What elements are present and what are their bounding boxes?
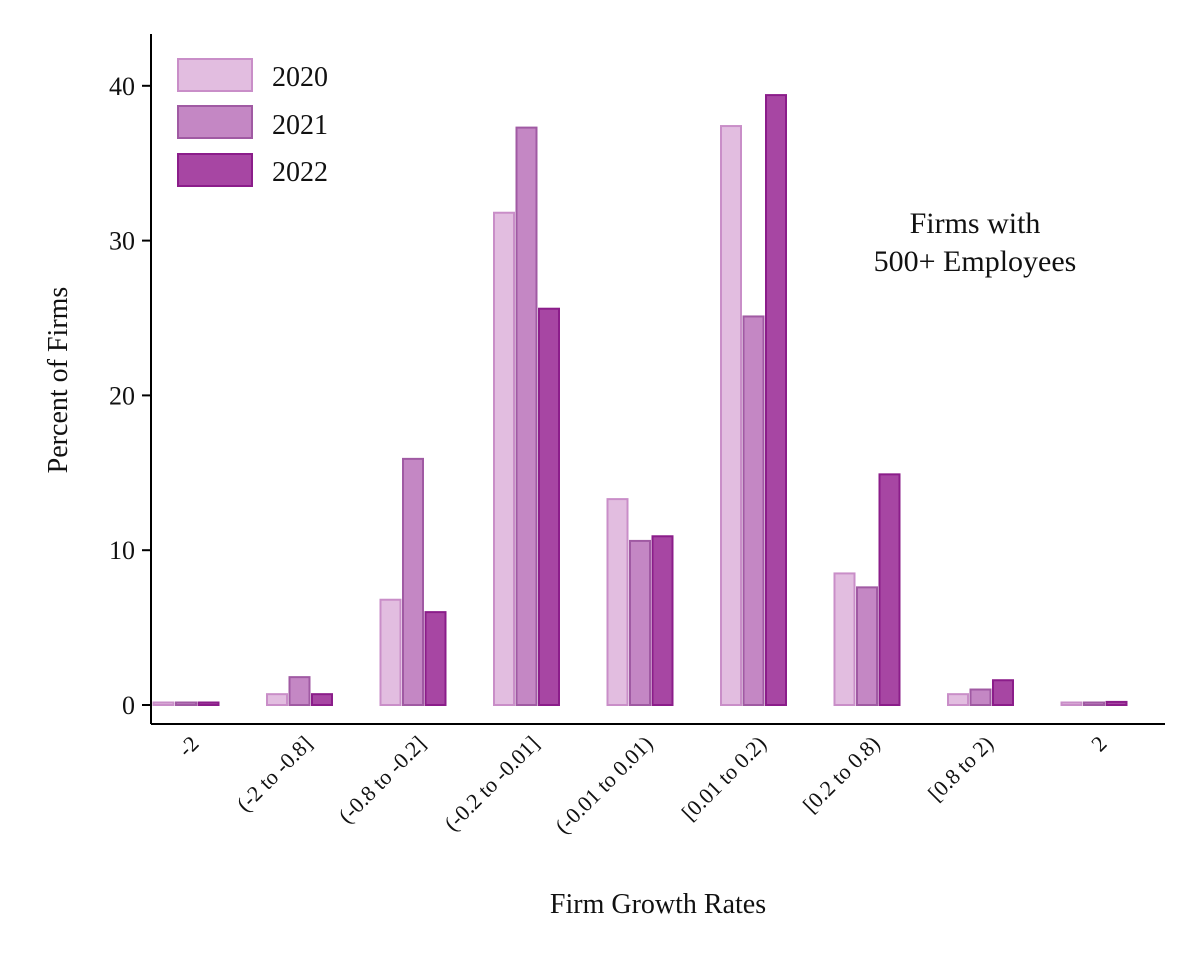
bar-2022-3 [538, 307, 560, 706]
bar-2021-0 [175, 701, 197, 706]
bar-2021-6 [856, 586, 878, 706]
x-category-label: -2 [173, 731, 204, 762]
x-category-label: [0.01 to 0.2) [676, 731, 771, 826]
legend-label-2020: 2020 [272, 62, 328, 93]
bar-2020-5 [720, 125, 742, 707]
x-category-label: (-0.01 to 0.01) [550, 731, 658, 839]
bar-2022-2 [424, 611, 447, 706]
y-tick-label: 40 [109, 72, 135, 101]
x-category-label: (-2 to -0.8] [232, 731, 318, 817]
bar-2021-7 [969, 688, 992, 707]
legend-label-2021: 2021 [272, 110, 328, 141]
annotation-line-1: Firms with [910, 207, 1041, 240]
bar-2021-3 [515, 126, 538, 706]
y-axis-title: Percent of Firms [43, 287, 74, 474]
bar-2021-4 [629, 539, 651, 706]
legend-swatch-2022 [177, 153, 253, 187]
x-category-label: (-0.2 to -0.01] [439, 731, 544, 836]
bar-2021-5 [742, 315, 765, 706]
legend-label-2022: 2022 [272, 157, 328, 188]
bar-2020-4 [606, 498, 629, 706]
annotation-line-2: 500+ Employees [874, 245, 1077, 278]
bar-2022-1 [311, 693, 333, 707]
bar-2022-8 [1105, 700, 1128, 706]
bar-2020-0 [152, 701, 175, 706]
x-category-labels: -2 (-2 to -0.8] (-0.8 to -0.2] (-0.2 to -0.… [173, 731, 1112, 839]
bar-2022-6 [878, 473, 901, 706]
legend-swatch-2021 [177, 105, 253, 139]
x-category-label: (-0.8 to -0.2] [333, 731, 430, 828]
bars [152, 94, 1128, 707]
bar-2020-2 [379, 598, 402, 707]
bar-2021-8 [1083, 701, 1105, 706]
x-category-label: 2 [1086, 731, 1111, 756]
legend: 2020 2021 2022 [177, 58, 328, 188]
bar-2020-1 [266, 693, 288, 707]
bar-2020-6 [833, 572, 856, 706]
x-category-label: [0.2 to 0.8) [798, 731, 885, 818]
chart-annotation: Firms with 500+ Employees [874, 207, 1077, 278]
bar-2020-7 [947, 693, 969, 707]
bar-2020-3 [493, 211, 515, 706]
y-tick-label: 20 [109, 381, 135, 410]
y-tick-label: 10 [109, 536, 135, 565]
y-tick-label: 30 [109, 227, 135, 256]
x-axis-title: Firm Growth Rates [550, 889, 766, 920]
bar-2021-2 [402, 457, 424, 707]
bar-2022-7 [992, 679, 1014, 706]
bar-2022-4 [651, 535, 674, 706]
bar-2022-0 [197, 701, 220, 706]
y-tick-label: 0 [122, 691, 135, 720]
y-ticks: 0 10 20 30 40 [109, 72, 151, 720]
legend-swatch-2020 [177, 58, 253, 92]
bar-2021-1 [288, 676, 311, 706]
bar-2020-8 [1060, 701, 1083, 706]
x-category-label: [0.8 to 2) [923, 731, 998, 806]
bar-2022-5 [765, 94, 787, 706]
